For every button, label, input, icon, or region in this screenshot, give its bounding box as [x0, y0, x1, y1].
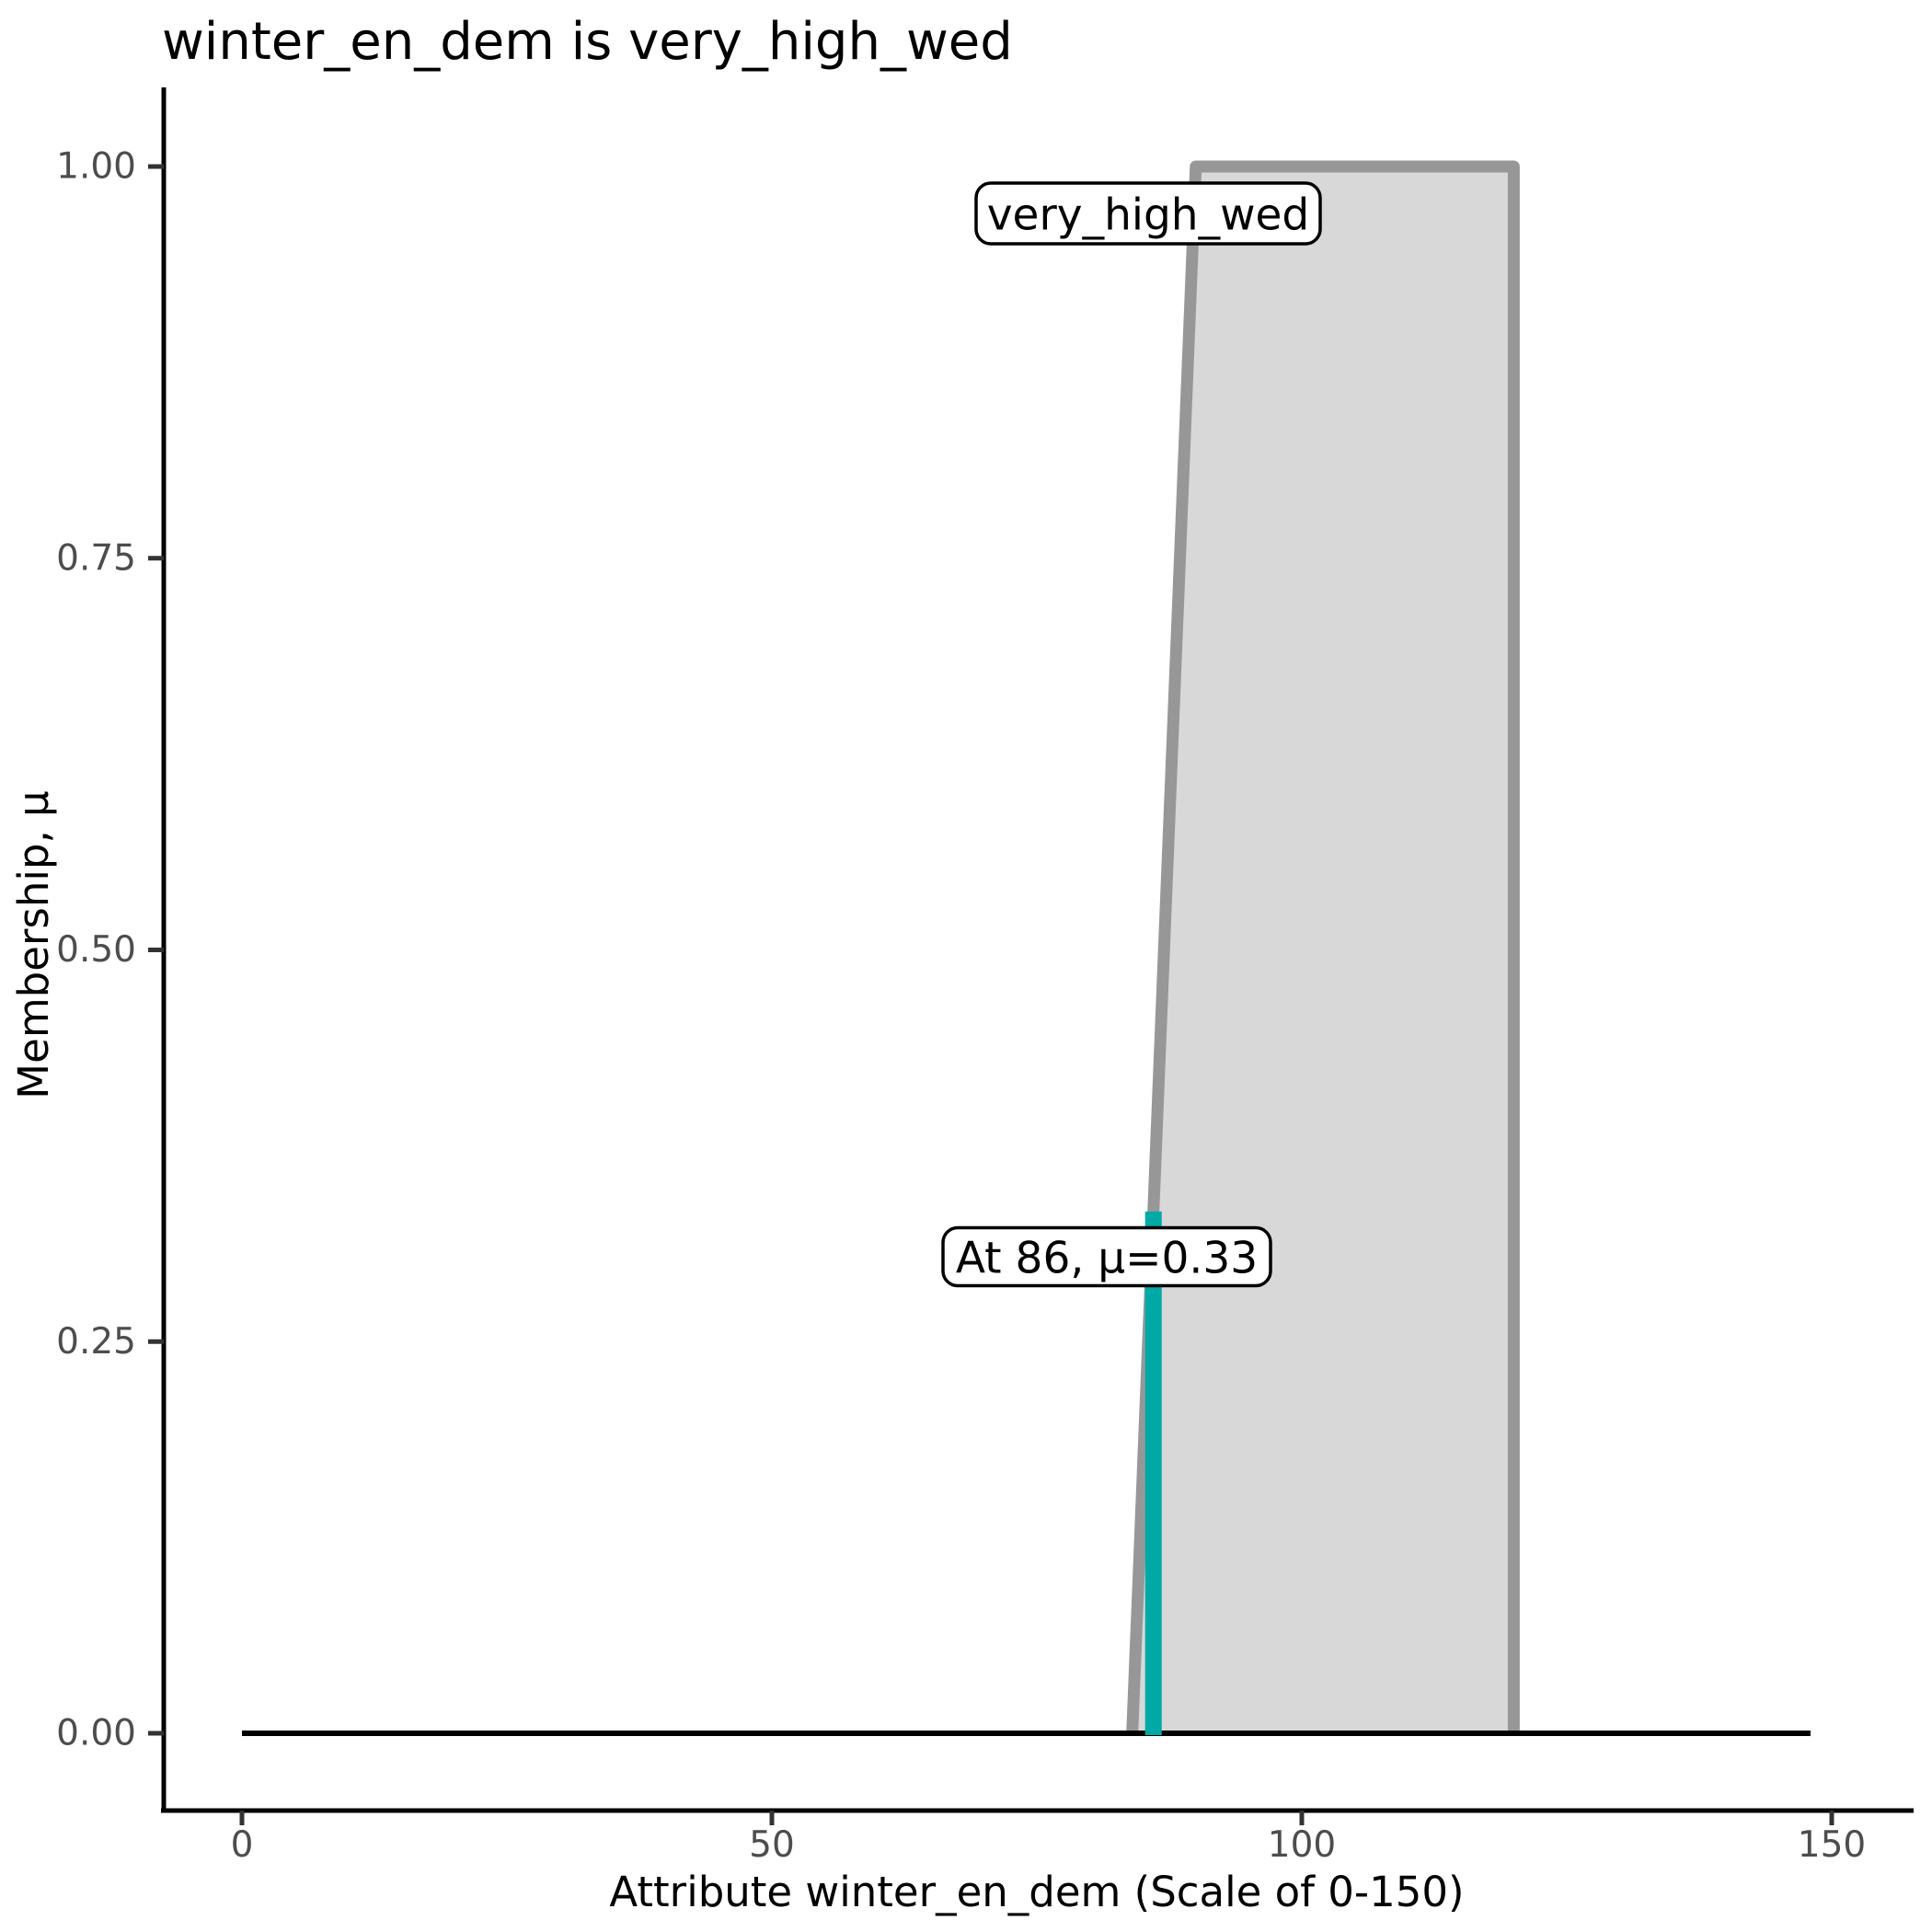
y-axis-ticks: 0.00 0.25 0.50 0.75 1.00 [56, 146, 164, 1754]
x-axis-ticks: 0 50 100 150 [231, 1811, 1866, 1866]
x-tick-label: 150 [1798, 1824, 1866, 1866]
very-high-wed-membership-fill [1132, 167, 1514, 1733]
x-tick-label: 0 [231, 1824, 254, 1866]
annotation-layer: very_high_wed At 86, μ=0.33 [941, 181, 1322, 1288]
x-tick-label: 100 [1268, 1824, 1336, 1866]
y-tick-label: 0.75 [56, 537, 136, 579]
query-label-text: At 86, μ=0.33 [956, 1234, 1258, 1284]
x-axis-title: Attribute winter_en_dem (Scale of 0-150) [609, 1868, 1464, 1916]
y-tick-label: 1.00 [56, 146, 136, 188]
y-axis-title: Membership, μ [9, 790, 58, 1098]
very-high-wed-membership-outline [1126, 160, 1520, 1734]
x-tick-label: 50 [749, 1824, 795, 1866]
set-label-text: very_high_wed [987, 190, 1310, 241]
query-label-box [941, 1225, 1272, 1288]
y-tick-label: 0.25 [56, 1321, 136, 1363]
y-tick-label: 0.00 [56, 1713, 136, 1754]
y-tick-label: 0.50 [56, 929, 136, 971]
set-label-box [974, 181, 1322, 246]
page-title: winter_en_dem is very_high_wed [162, 12, 1013, 72]
series-layer [242, 160, 1811, 1736]
